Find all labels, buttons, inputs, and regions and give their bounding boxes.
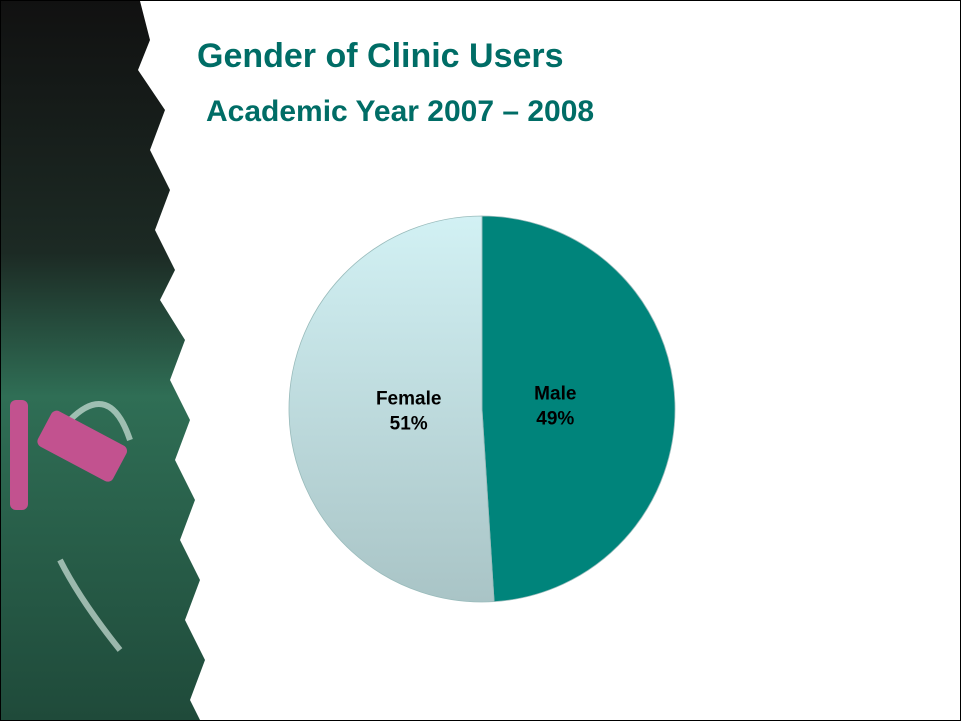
chart-subtitle: Academic Year 2007 – 2008 [206, 95, 594, 128]
slice-category-label: Male [534, 384, 576, 405]
chalk-marks [57, 401, 133, 652]
slice-value-label: 49% [536, 409, 574, 430]
chalkboard-decoration [1, 1, 205, 720]
chalk-stick [37, 410, 128, 482]
chart-title: Gender of Clinic Users [197, 37, 564, 75]
pie: Male 49% Female 51% [288, 215, 676, 603]
slice-category-label: Female [376, 388, 441, 409]
chalk-stick [10, 400, 28, 510]
pie-slice [288, 215, 495, 603]
slice-value-label: 51% [390, 413, 428, 434]
pie-slice [481, 215, 676, 603]
